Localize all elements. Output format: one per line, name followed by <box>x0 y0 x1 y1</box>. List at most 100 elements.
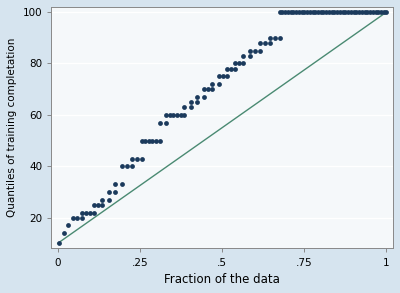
Point <box>205 87 211 91</box>
Point <box>56 241 62 246</box>
Point <box>359 10 365 14</box>
Point <box>266 35 273 40</box>
Point <box>353 10 360 14</box>
Point <box>348 10 354 14</box>
Point <box>79 215 86 220</box>
Point <box>380 10 387 14</box>
Point <box>91 210 97 215</box>
Point <box>304 10 310 14</box>
Point <box>87 210 93 215</box>
Point <box>163 120 170 125</box>
Point <box>83 210 90 215</box>
Point <box>240 61 247 66</box>
Point <box>350 10 357 14</box>
Point <box>112 182 118 187</box>
Point <box>106 190 112 194</box>
Point <box>372 10 379 14</box>
Point <box>323 10 330 14</box>
Point <box>188 105 194 110</box>
Point <box>209 87 216 91</box>
Point <box>276 10 283 14</box>
Point <box>337 10 343 14</box>
Point <box>224 66 230 71</box>
Point <box>201 95 207 99</box>
Point <box>181 113 188 117</box>
Point <box>315 10 321 14</box>
Point <box>99 197 105 202</box>
Point <box>149 138 156 143</box>
Point <box>209 82 216 86</box>
Point <box>328 10 335 14</box>
Point <box>370 10 376 14</box>
Point <box>326 10 332 14</box>
Point <box>309 10 316 14</box>
Point <box>312 10 318 14</box>
Point <box>340 10 346 14</box>
Point <box>262 40 268 45</box>
Point <box>331 10 338 14</box>
Point <box>134 156 140 161</box>
Point <box>174 113 180 117</box>
Point <box>240 53 247 58</box>
Point <box>367 10 373 14</box>
Point <box>95 202 101 207</box>
Point <box>119 164 125 168</box>
Point <box>69 215 76 220</box>
Point <box>342 10 348 14</box>
Point <box>216 82 222 86</box>
Point <box>201 87 207 91</box>
Point <box>356 10 362 14</box>
Point <box>364 10 370 14</box>
Point <box>170 113 177 117</box>
Point <box>224 74 230 79</box>
Point <box>194 95 201 99</box>
Point <box>64 223 71 228</box>
Point <box>99 202 105 207</box>
Point <box>106 197 112 202</box>
Point <box>232 61 238 66</box>
Point <box>318 10 324 14</box>
Point <box>282 10 288 14</box>
Point <box>232 66 238 71</box>
Point <box>290 10 296 14</box>
Point <box>276 35 283 40</box>
Point <box>194 100 201 104</box>
Point <box>236 61 242 66</box>
Point <box>320 10 327 14</box>
Point <box>279 10 286 14</box>
Point <box>119 182 125 187</box>
Point <box>146 138 152 143</box>
Point <box>138 138 145 143</box>
Point <box>298 10 305 14</box>
Point <box>79 210 86 215</box>
Point <box>181 105 188 110</box>
Point <box>163 113 170 117</box>
Point <box>153 138 159 143</box>
Point <box>178 113 184 117</box>
Point <box>252 48 258 53</box>
Point <box>188 100 194 104</box>
Point <box>167 113 173 117</box>
Point <box>361 10 368 14</box>
Point <box>266 40 273 45</box>
Y-axis label: Quantiles of training completation: Quantiles of training completation <box>7 38 17 217</box>
Point <box>142 138 148 143</box>
Point <box>247 48 253 53</box>
Point <box>247 53 253 58</box>
Point <box>156 120 163 125</box>
Point <box>257 48 263 53</box>
Point <box>216 74 222 79</box>
Point <box>285 10 291 14</box>
Point <box>128 156 135 161</box>
Point <box>138 156 145 161</box>
Point <box>124 164 130 168</box>
Point <box>383 10 390 14</box>
Point <box>91 202 97 207</box>
Point <box>128 164 135 168</box>
Point <box>272 35 278 40</box>
Point <box>293 10 299 14</box>
Point <box>375 10 382 14</box>
Point <box>334 10 340 14</box>
Point <box>220 74 226 79</box>
Point <box>156 138 163 143</box>
